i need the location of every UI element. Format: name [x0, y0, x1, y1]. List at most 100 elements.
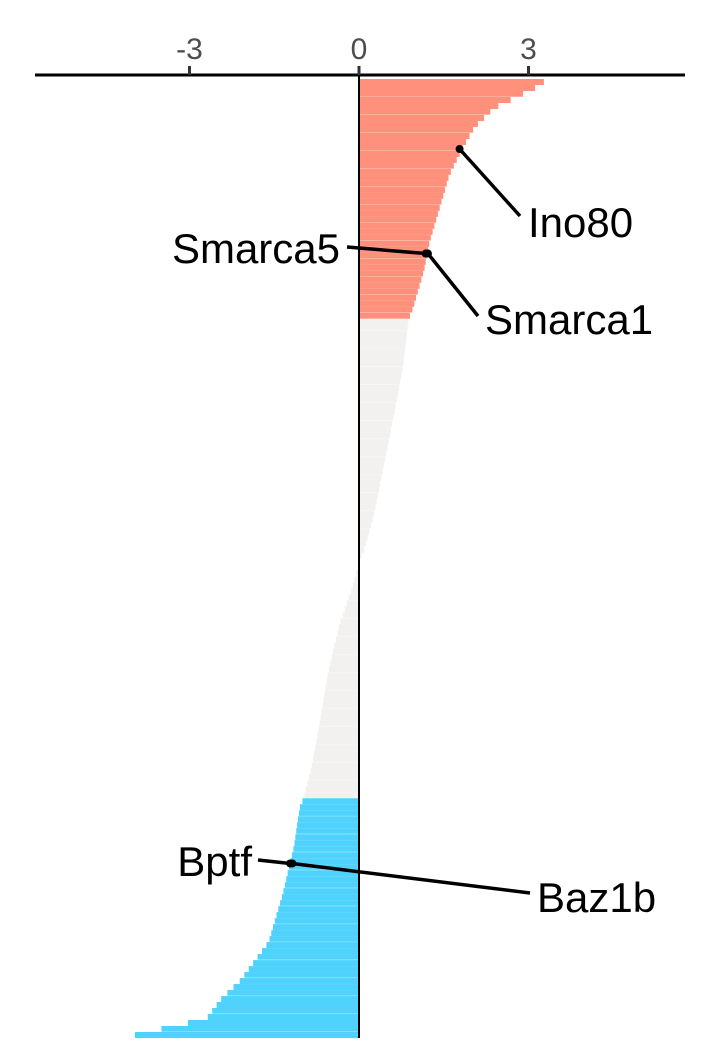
bar [298, 810, 359, 817]
bar [320, 714, 359, 721]
bar [299, 804, 359, 811]
bar [359, 312, 410, 319]
bar [284, 882, 359, 889]
bar [359, 396, 397, 403]
bar [359, 492, 378, 499]
bar [276, 912, 359, 919]
callout-line [458, 147, 522, 218]
bar [359, 504, 376, 511]
bar [359, 474, 382, 481]
bar [359, 444, 388, 451]
bar [286, 876, 359, 883]
bar [359, 120, 478, 127]
bar [359, 372, 402, 379]
bar [359, 318, 409, 325]
bar [359, 534, 368, 541]
bar [321, 708, 359, 715]
bar [281, 894, 359, 901]
bar [359, 306, 413, 313]
bar [359, 324, 408, 331]
bar [295, 834, 359, 841]
bar [305, 786, 359, 793]
bar [359, 210, 438, 217]
bar [326, 678, 359, 685]
bar [359, 102, 499, 110]
bar [290, 858, 359, 865]
bar [274, 918, 359, 925]
bar [244, 972, 359, 979]
bar [359, 264, 425, 271]
bar [359, 234, 431, 241]
bar [359, 168, 451, 175]
bar [278, 906, 359, 913]
bar [359, 252, 427, 259]
bar [294, 840, 359, 847]
bar [334, 642, 359, 649]
bar [359, 510, 375, 517]
x-tick-label: -3 [176, 33, 203, 66]
bar [359, 552, 362, 559]
gene-point [455, 145, 464, 154]
bar [359, 150, 460, 157]
bar [356, 570, 359, 577]
bar [359, 336, 407, 343]
bar [359, 79, 544, 86]
x-axis-ticks: -3 0 3 [176, 33, 537, 75]
bar [359, 432, 390, 439]
bar [291, 852, 359, 859]
callout-line [292, 861, 531, 895]
bar [327, 672, 359, 679]
bar [346, 600, 359, 607]
bar [187, 1020, 359, 1027]
bar [359, 132, 470, 139]
bar [359, 126, 474, 133]
bar [359, 96, 511, 104]
bar [359, 276, 422, 283]
bar [325, 684, 359, 691]
bar [233, 984, 359, 991]
bar [239, 978, 359, 985]
bar [359, 420, 393, 427]
bar [359, 342, 406, 349]
bar [359, 186, 445, 193]
bar [359, 486, 380, 493]
bar [253, 960, 359, 967]
bar [302, 798, 359, 805]
bar [359, 138, 466, 145]
bar [318, 726, 359, 733]
gene-callouts: Ino80 Smarca5 Smarca1 Bptf Baz1b [172, 145, 656, 921]
bar [352, 582, 359, 589]
bar [342, 612, 359, 619]
bar [359, 216, 437, 223]
bar [359, 546, 365, 553]
bar [359, 456, 386, 463]
bars-group [134, 79, 544, 1039]
bar [273, 924, 359, 931]
bar [359, 426, 392, 433]
bar [307, 780, 359, 787]
gene-point [423, 249, 432, 258]
bar [322, 702, 359, 709]
bar [359, 330, 407, 337]
bar [359, 90, 524, 98]
bar [134, 1032, 359, 1039]
bar [324, 690, 359, 697]
bar [359, 144, 463, 151]
bar [359, 354, 405, 361]
bar [359, 390, 398, 397]
bar [248, 966, 359, 973]
bar [359, 480, 381, 487]
gene-label: Baz1b [537, 874, 656, 921]
gene-label: Smarca1 [485, 296, 653, 343]
bar [354, 576, 359, 583]
bar [298, 816, 359, 823]
bar [317, 732, 359, 739]
bar [359, 450, 387, 457]
bar [221, 996, 359, 1003]
callout-line [426, 252, 480, 318]
bar [359, 228, 433, 235]
bar [350, 588, 359, 595]
bar [359, 180, 447, 187]
bar [340, 618, 359, 625]
